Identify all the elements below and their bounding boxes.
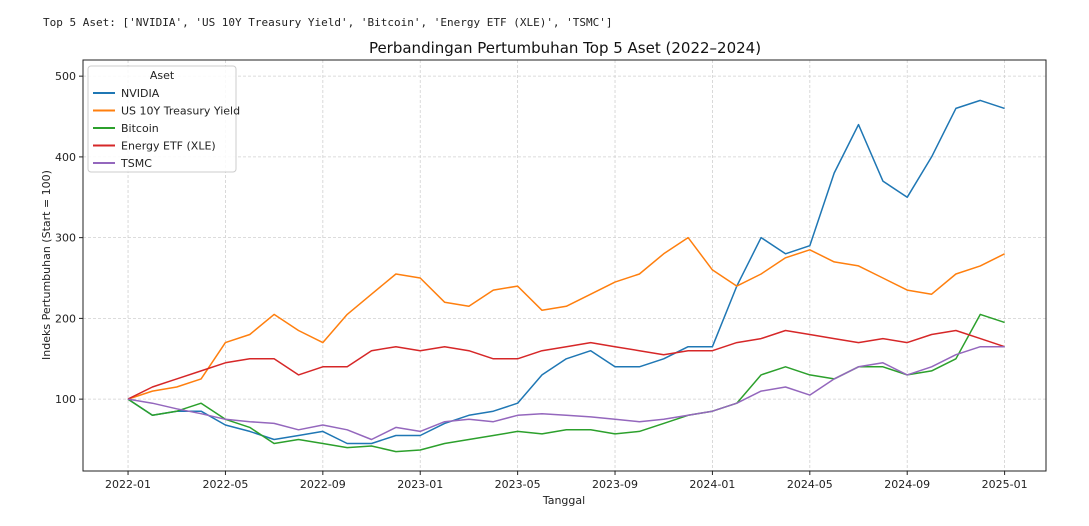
- y-axis-label: Indeks Pertumbuhan (Start = 100): [40, 170, 53, 360]
- series-line-us-10y-treasury-yield: [127, 236, 1005, 400]
- y-tick-label: 400: [55, 151, 76, 164]
- legend-title: Aset: [150, 69, 175, 82]
- y-tick-label: 100: [55, 393, 76, 406]
- y-tick-label: 300: [55, 232, 76, 245]
- y-tick-label: 200: [55, 312, 76, 325]
- x-axis: 2022-01 2022-05 2022-09 2023-01 2023-05 2023-…: [105, 471, 1028, 491]
- x-tick-label: 2024-01: [689, 478, 735, 491]
- x-tick-label: 2023-05: [495, 478, 541, 491]
- legend: Aset NVIDIA US 10Y Treasury Yield Bitcoin E…: [87, 65, 240, 173]
- series-lines: [127, 99, 1005, 453]
- legend-label: Energy ETF (XLE): [121, 140, 216, 153]
- x-tick-label: 2023-01: [397, 478, 443, 491]
- legend-label: NVIDIA: [121, 87, 160, 100]
- x-tick-label: 2022-09: [300, 478, 346, 491]
- x-tick-label: 2025-01: [982, 478, 1028, 491]
- y-axis: 100 200 300 400 500: [55, 70, 83, 406]
- x-axis-label: Tanggal: [542, 494, 585, 507]
- x-tick-label: 2024-05: [787, 478, 833, 491]
- x-tick-label: 2022-05: [202, 478, 248, 491]
- chart-title: Perbandingan Pertumbuhan Top 5 Aset (202…: [369, 39, 761, 57]
- y-tick-label: 500: [55, 70, 76, 83]
- grid: [83, 60, 1046, 471]
- x-tick-label: 2024-09: [884, 478, 930, 491]
- series-line-nvidia: [127, 99, 1005, 445]
- legend-label: Bitcoin: [121, 122, 159, 135]
- plot-frame: [82, 59, 1047, 472]
- cell-output-text: Top 5 Aset: ['NVIDIA', 'US 10Y Treasury …: [43, 16, 613, 29]
- series-line-bitcoin: [127, 313, 1005, 453]
- series-line-energy-etf-xle-: [127, 329, 1005, 400]
- x-tick-label: 2022-01: [105, 478, 151, 491]
- legend-label: US 10Y Treasury Yield: [121, 105, 240, 118]
- series-line-tsmc: [127, 345, 1005, 441]
- legend-label: TSMC: [120, 157, 152, 170]
- x-tick-label: 2023-09: [592, 478, 638, 491]
